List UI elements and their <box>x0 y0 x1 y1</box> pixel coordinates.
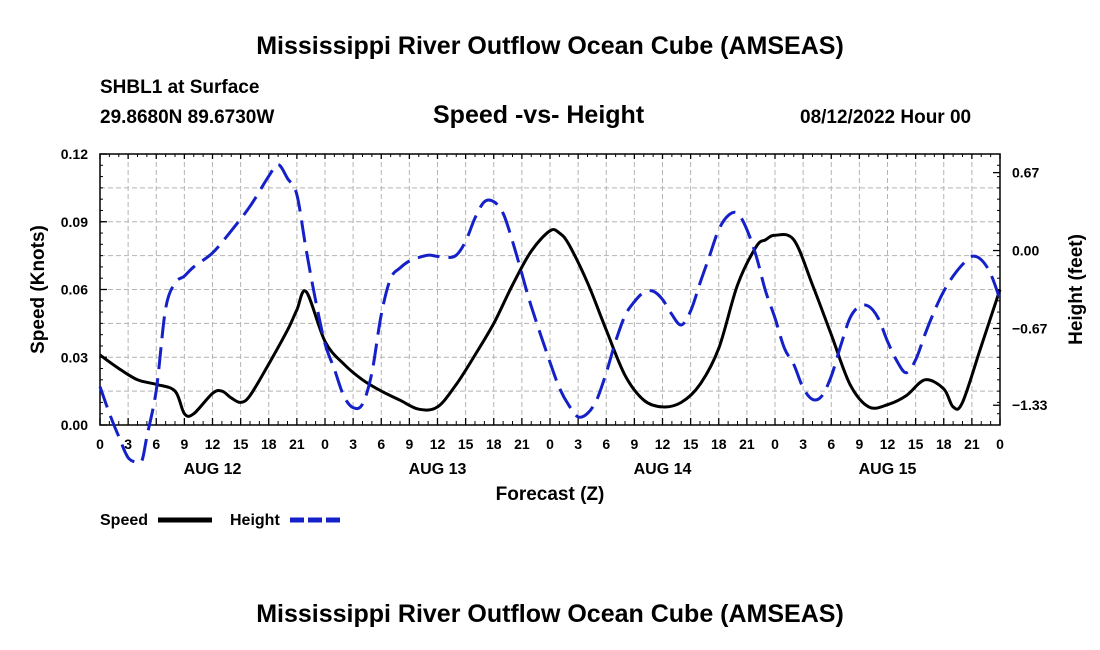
page-title: Mississippi River Outflow Ocean Cube (AM… <box>256 32 844 60</box>
x-tick-label: 6 <box>827 436 835 452</box>
x-tick-label: 12 <box>655 436 671 452</box>
x-tick-label: 21 <box>739 436 755 452</box>
y-tick-label: 0.12 <box>61 146 88 162</box>
x-tick-label: 15 <box>233 436 249 452</box>
x-tick-label: 9 <box>180 436 188 452</box>
forecast-date-label: 08/12/2022 Hour 00 <box>800 107 972 128</box>
x-axis-title: Forecast (Z) <box>496 484 605 505</box>
x-tick-label: 6 <box>602 436 610 452</box>
series-line-height <box>98 163 1002 465</box>
legend-label-speed: Speed <box>100 512 148 529</box>
legend-label-height: Height <box>230 512 280 529</box>
x-tick-label: 15 <box>908 436 924 452</box>
date-label: AUG 15 <box>859 461 917 478</box>
date-label: AUG 13 <box>409 461 467 478</box>
y-tick-label: 0.09 <box>61 214 88 230</box>
x-tick-label: 21 <box>514 436 530 452</box>
x-tick-label: 0 <box>96 436 104 452</box>
x-tick-label: 9 <box>855 436 863 452</box>
y2-tick-label: −1.33 <box>1012 397 1048 413</box>
y-tick-label: 0.03 <box>61 349 88 365</box>
x-tick-label: 21 <box>289 436 305 452</box>
x-tick-label: 18 <box>936 436 952 452</box>
y2-tick-label: 0.00 <box>1012 243 1039 259</box>
y2-tick-label: 0.67 <box>1012 165 1039 181</box>
x-tick-label: 21 <box>964 436 980 452</box>
x-tick-label: 3 <box>124 436 132 452</box>
x-tick-label: 3 <box>574 436 582 452</box>
y-tick-label: 0.06 <box>61 282 88 298</box>
x-tick-label: 12 <box>205 436 221 452</box>
x-tick-label: 0 <box>321 436 329 452</box>
chart-title: Speed -vs- Height <box>433 101 645 129</box>
y-axis-title: Speed (Knots) <box>28 225 49 354</box>
station-label: SHBL1 at Surface <box>100 77 260 98</box>
x-tick-label: 6 <box>377 436 385 452</box>
footer-title: Mississippi River Outflow Ocean Cube (AM… <box>256 600 844 628</box>
x-tick-label: 0 <box>771 436 779 452</box>
x-tick-label: 9 <box>630 436 638 452</box>
y-tick-label: 0.00 <box>61 417 88 433</box>
x-tick-label: 0 <box>546 436 554 452</box>
x-tick-label: 3 <box>349 436 357 452</box>
x-tick-label: 0 <box>996 436 1004 452</box>
date-label: AUG 12 <box>184 461 242 478</box>
x-tick-label: 18 <box>261 436 277 452</box>
x-tick-label: 12 <box>430 436 446 452</box>
series-line-speed <box>99 228 1002 418</box>
x-tick-label: 18 <box>486 436 502 452</box>
x-tick-label: 9 <box>405 436 413 452</box>
x-tick-label: 15 <box>683 436 699 452</box>
x-tick-label: 3 <box>799 436 807 452</box>
coordinates-label: 29.8680N 89.6730W <box>100 107 275 128</box>
x-tick-label: 18 <box>711 436 727 452</box>
x-tick-label: 12 <box>880 436 896 452</box>
date-label: AUG 14 <box>634 461 692 478</box>
x-tick-label: 6 <box>152 436 160 452</box>
y2-axis-title: Height (feet) <box>1066 234 1087 345</box>
x-tick-label: 15 <box>458 436 474 452</box>
y2-tick-label: −0.67 <box>1012 320 1048 336</box>
speed-height-chart: 0 3 6 9 12 15 18 21 0 3 6 9 12 15 18 21 0 3 6 9 12 15 18 21 0 3 6 9… <box>28 146 1087 529</box>
